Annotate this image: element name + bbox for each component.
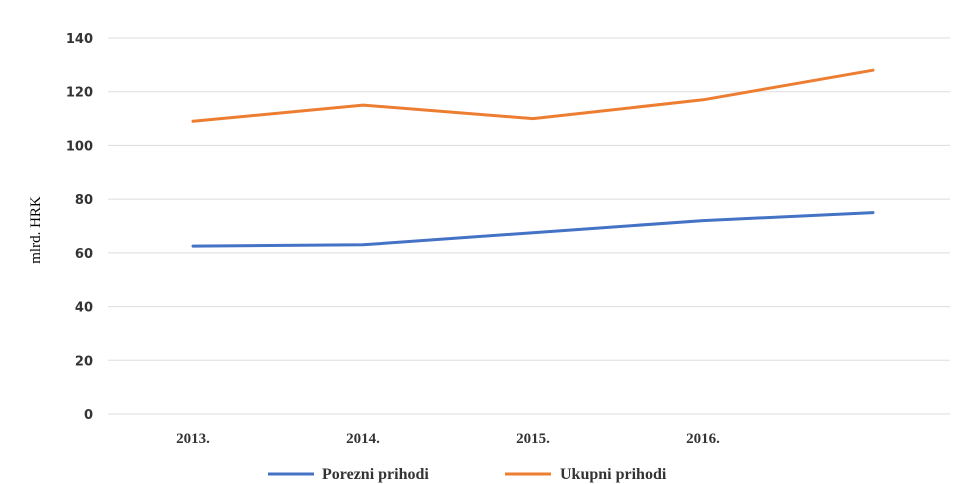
- x-tick-label: 2016.: [686, 431, 720, 447]
- series-line-porezni-prihodi: [191, 211, 875, 248]
- x-axis-ticks: 2013. 2014. 2015. 2016.: [176, 431, 720, 447]
- y-tick-label: 0: [84, 408, 93, 423]
- series-lines: [191, 68, 875, 248]
- legend-label-porezni-prihodi: Porezni prihodi: [322, 466, 429, 483]
- x-tick-label: 2014.: [346, 431, 380, 447]
- gridlines: [108, 37, 950, 415]
- series-line-ukupni-prihodi: [191, 68, 875, 123]
- legend-label-ukupni-prihodi: Ukupni prihodi: [560, 466, 667, 483]
- y-axis-label: mlrd. HRK: [28, 196, 44, 264]
- legend: Porezni prihodi Ukupni prihodi: [268, 466, 667, 483]
- y-tick-label: 60: [75, 247, 93, 262]
- y-axis-ticks: 0 20 40 60 80 100 120 140: [66, 32, 93, 423]
- y-tick-label: 140: [66, 32, 93, 47]
- x-tick-label: 2015.: [516, 431, 550, 447]
- y-tick-label: 100: [66, 139, 93, 154]
- x-tick-label: 2013.: [176, 431, 210, 447]
- y-tick-label: 40: [75, 301, 93, 316]
- y-tick-label: 20: [75, 354, 93, 369]
- y-tick-label: 120: [66, 86, 93, 101]
- y-tick-label: 80: [75, 193, 93, 208]
